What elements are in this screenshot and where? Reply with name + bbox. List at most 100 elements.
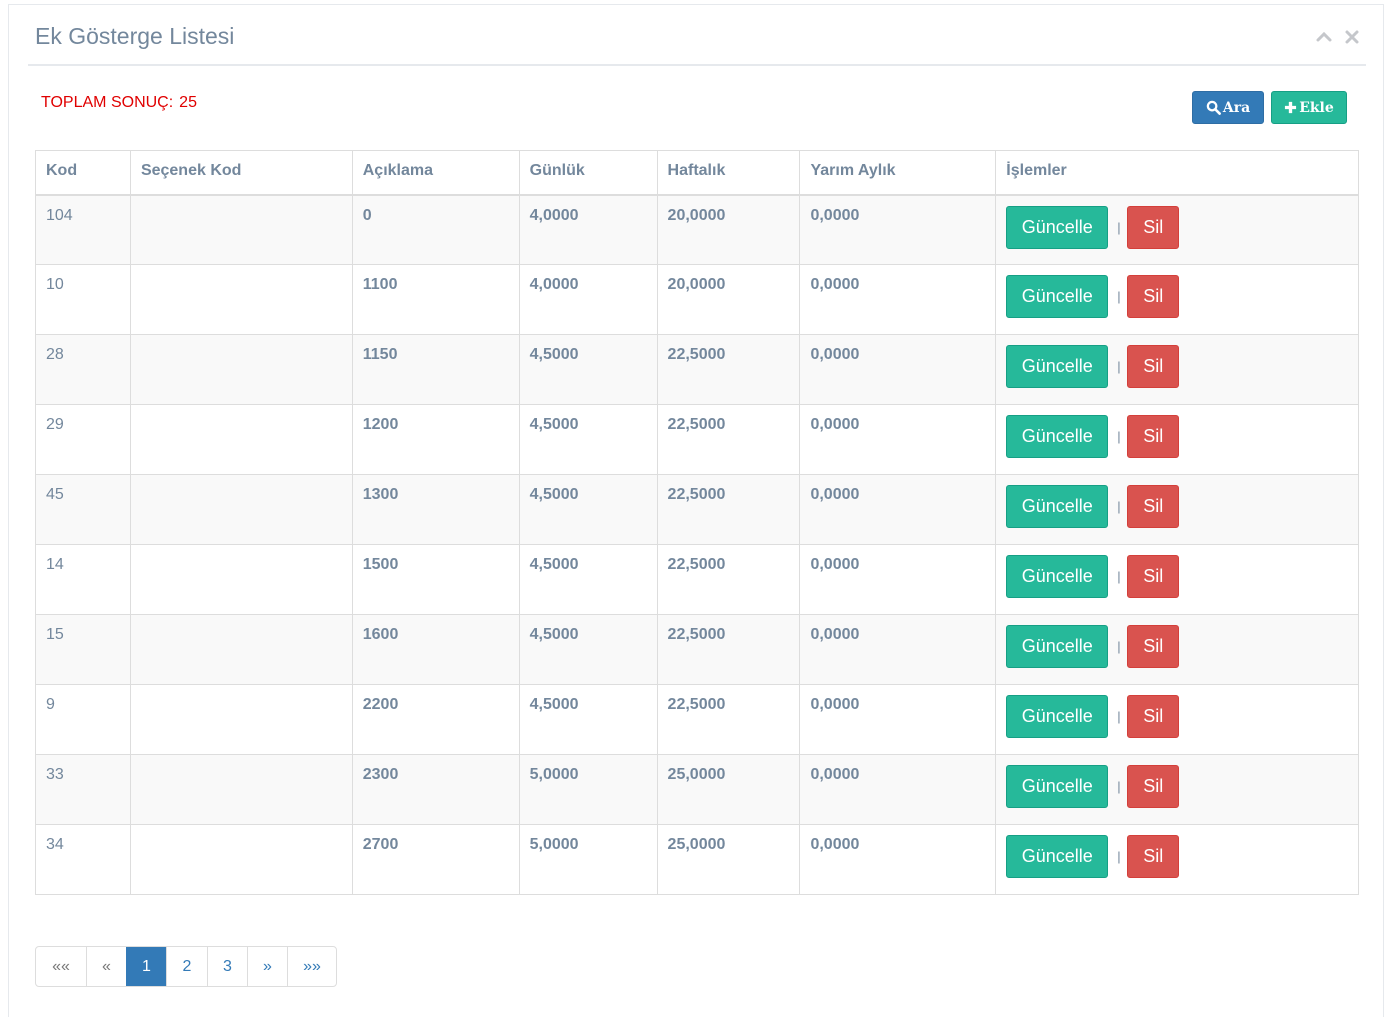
table-row: 15 1600 4,5000 22,5000 0,0000 Güncelle | Sil — [35, 614, 1359, 685]
delete-button[interactable]: Sil — [1127, 835, 1180, 878]
cell-aciklama: 2700 — [351, 824, 520, 895]
cell-aciklama: 2300 — [351, 754, 520, 825]
delete-button[interactable]: Sil — [1127, 345, 1180, 388]
column-header-kod[interactable]: Kod — [35, 150, 131, 196]
cell-haftalik: 25,0000 — [656, 754, 801, 825]
update-button[interactable]: Güncelle — [1006, 555, 1109, 598]
cell-kod: 9 — [35, 684, 131, 755]
column-header-aciklama[interactable]: Açıklama — [351, 150, 520, 196]
cell-gunluk: 5,0000 — [518, 754, 658, 825]
cell-actions: Güncelle | Sil — [995, 754, 1359, 825]
cell-secenek-kod — [129, 824, 353, 895]
cell-actions: Güncelle | Sil — [995, 334, 1359, 405]
update-button[interactable]: Güncelle — [1006, 835, 1109, 878]
cell-gunluk: 4,5000 — [518, 474, 658, 545]
cell-aciklama: 1200 — [351, 404, 520, 475]
action-separator: | — [1117, 499, 1121, 514]
cell-aciklama: 1100 — [351, 264, 520, 335]
search-button[interactable]: Ara — [1192, 91, 1264, 124]
update-button[interactable]: Güncelle — [1006, 345, 1109, 388]
update-button[interactable]: Güncelle — [1006, 625, 1109, 668]
cell-haftalik: 22,5000 — [656, 684, 801, 755]
total-results: TOPLAM SONUÇ: 25 — [41, 94, 197, 112]
cell-gunluk: 4,5000 — [518, 614, 658, 685]
update-button[interactable]: Güncelle — [1006, 415, 1109, 458]
cell-aciklama: 1300 — [351, 474, 520, 545]
cell-yarim-aylik: 0,0000 — [799, 684, 997, 755]
close-icon[interactable] — [1342, 27, 1362, 47]
cell-kod: 33 — [35, 754, 131, 825]
cell-gunluk: 4,0000 — [518, 264, 658, 335]
cell-kod: 45 — [35, 474, 131, 545]
page-prev[interactable]: « — [86, 947, 126, 986]
action-separator: | — [1117, 709, 1121, 724]
table-row: 10 1100 4,0000 20,0000 0,0000 Güncelle | Sil — [35, 264, 1359, 335]
update-button[interactable]: Güncelle — [1006, 205, 1109, 249]
cell-secenek-kod — [129, 194, 353, 265]
action-separator: | — [1117, 219, 1121, 235]
delete-button[interactable]: Sil — [1127, 415, 1180, 458]
cell-haftalik: 22,5000 — [656, 404, 801, 475]
cell-gunluk: 4,5000 — [518, 684, 658, 755]
cell-actions: Güncelle | Sil — [995, 194, 1359, 265]
update-button[interactable]: Güncelle — [1006, 765, 1109, 808]
cell-gunluk: 4,5000 — [518, 334, 658, 405]
column-header-haftalik[interactable]: Haftalık — [656, 150, 801, 196]
cell-gunluk: 4,5000 — [518, 544, 658, 615]
cell-kod: 28 — [35, 334, 131, 405]
delete-button[interactable]: Sil — [1127, 485, 1180, 528]
add-button[interactable]: Ekle — [1271, 91, 1347, 124]
page-1[interactable]: 1 — [126, 947, 166, 986]
cell-haftalik: 22,5000 — [656, 614, 801, 685]
cell-actions: Güncelle | Sil — [995, 614, 1359, 685]
cell-aciklama: 2200 — [351, 684, 520, 755]
update-button[interactable]: Güncelle — [1006, 275, 1109, 318]
panel: Ek Gösterge Listesi TOPLAM SONUÇ: 25 Ara … — [8, 4, 1384, 1017]
page-3[interactable]: 3 — [207, 947, 247, 986]
action-separator: | — [1117, 779, 1121, 794]
update-button[interactable]: Güncelle — [1006, 695, 1109, 738]
delete-button[interactable]: Sil — [1127, 555, 1180, 598]
cell-kod: 14 — [35, 544, 131, 615]
pagination: «« « 1 2 3 » »» — [35, 946, 337, 987]
column-header-secenek-kod[interactable]: Seçenek Kod — [129, 150, 353, 196]
table-row: 104 0 4,0000 20,0000 0,0000 Güncelle | Sil — [35, 194, 1359, 265]
cell-secenek-kod — [129, 264, 353, 335]
action-separator: | — [1117, 359, 1121, 374]
cell-yarim-aylik: 0,0000 — [799, 264, 997, 335]
column-header-gunluk[interactable]: Günlük — [518, 150, 658, 196]
cell-haftalik: 20,0000 — [656, 194, 801, 265]
delete-button[interactable]: Sil — [1127, 695, 1180, 738]
column-header-islemler: İşlemler — [995, 150, 1359, 196]
update-button[interactable]: Güncelle — [1006, 485, 1109, 528]
cell-aciklama: 1500 — [351, 544, 520, 615]
column-header-yarim-aylik[interactable]: Yarım Aylık — [799, 150, 997, 196]
search-icon — [1206, 100, 1221, 115]
chevron-up-icon[interactable] — [1314, 27, 1334, 47]
cell-haftalik: 22,5000 — [656, 544, 801, 615]
page-last[interactable]: »» — [287, 947, 336, 986]
cell-haftalik: 22,5000 — [656, 334, 801, 405]
delete-button[interactable]: Sil — [1127, 765, 1180, 808]
delete-button[interactable]: Sil — [1127, 275, 1180, 318]
page-first[interactable]: «« — [52, 957, 70, 975]
cell-kod: 15 — [35, 614, 131, 685]
results-table: Kod Seçenek Kod Açıklama Günlük Haftalık… — [35, 150, 1359, 895]
cell-actions: Güncelle | Sil — [995, 544, 1359, 615]
page-next[interactable]: » — [247, 947, 287, 986]
action-separator: | — [1117, 639, 1121, 654]
cell-gunluk: 4,5000 — [518, 404, 658, 475]
table-row: 29 1200 4,5000 22,5000 0,0000 Güncelle | Sil — [35, 404, 1359, 475]
delete-button[interactable]: Sil — [1127, 205, 1180, 249]
cell-yarim-aylik: 0,0000 — [799, 824, 997, 895]
cell-kod: 10 — [35, 264, 131, 335]
cell-haftalik: 22,5000 — [656, 474, 801, 545]
page-2[interactable]: 2 — [166, 947, 207, 986]
cell-actions: Güncelle | Sil — [995, 404, 1359, 475]
total-value: 25 — [179, 94, 197, 111]
cell-actions: Güncelle | Sil — [995, 474, 1359, 545]
action-separator: | — [1117, 289, 1121, 304]
delete-button[interactable]: Sil — [1127, 625, 1180, 668]
cell-yarim-aylik: 0,0000 — [799, 194, 997, 265]
cell-aciklama: 1600 — [351, 614, 520, 685]
